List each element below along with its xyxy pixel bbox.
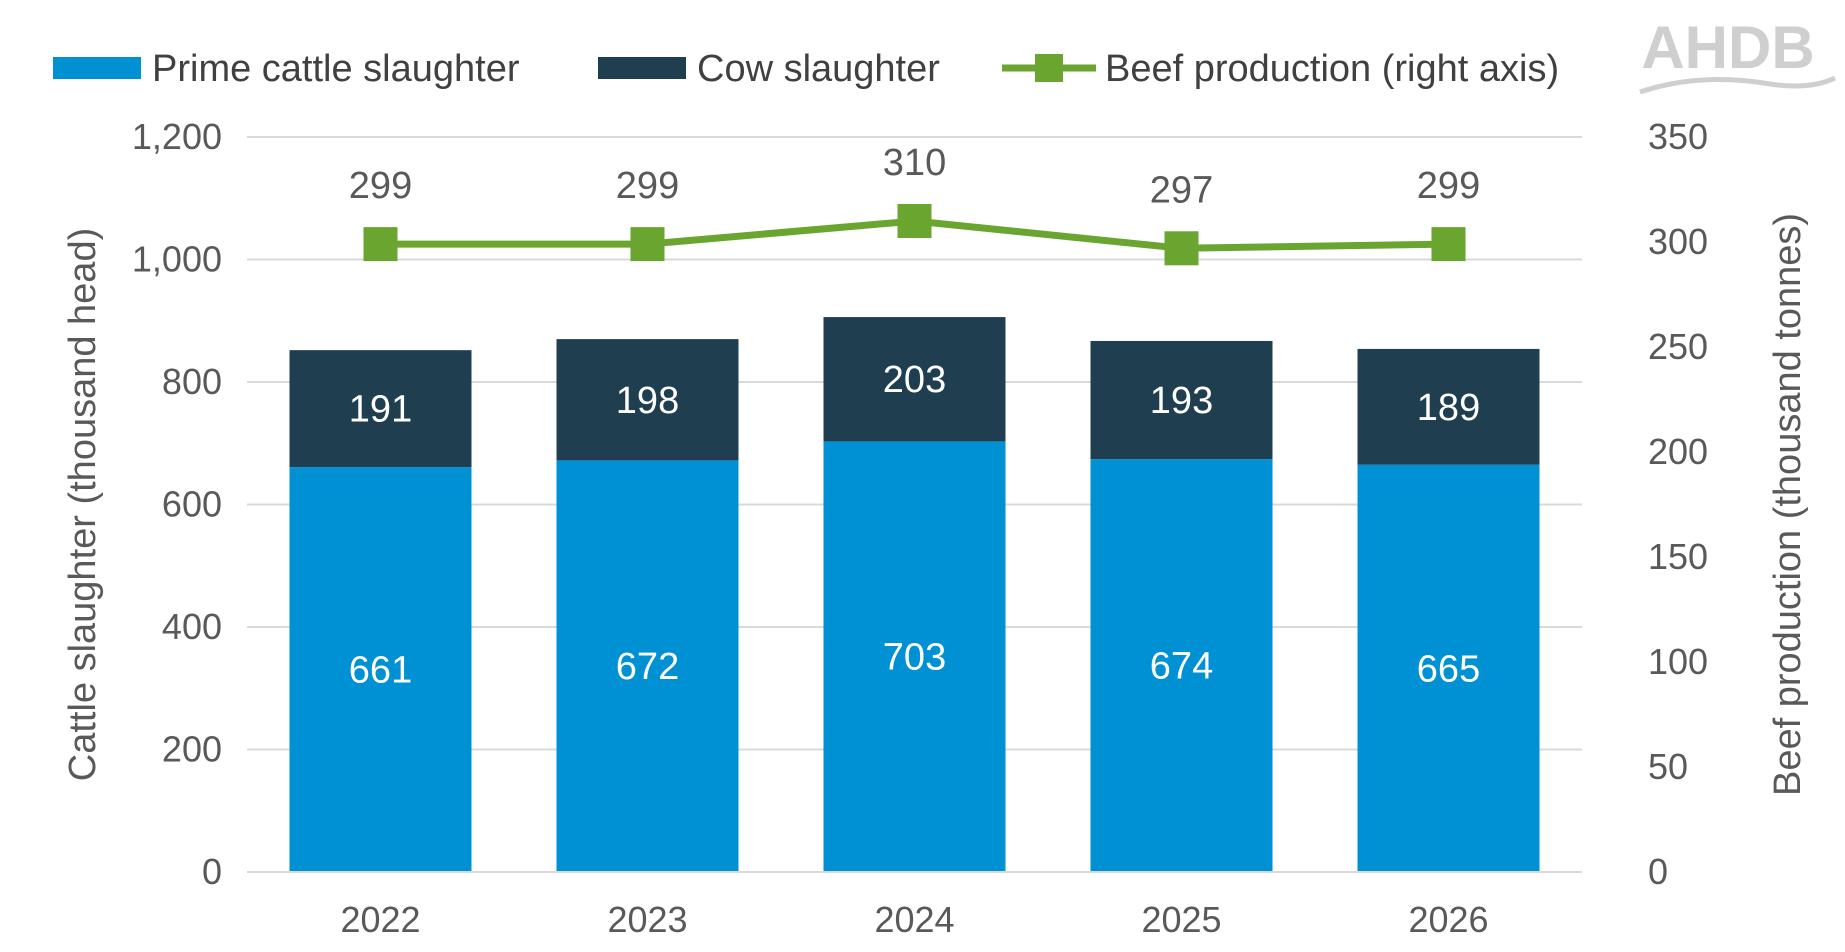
- cow-slaughter-bar: [1357, 348, 1540, 465]
- prime-cattle-slaughter-bar: [289, 467, 472, 872]
- legend-label: Cow slaughter: [697, 48, 940, 90]
- ahdb-logo: AHDB: [1639, 14, 1837, 95]
- logo-swoosh: [1639, 75, 1837, 95]
- y2-axis-tick-label: 150: [1648, 536, 1708, 577]
- y2-axis-tick-label: 0: [1648, 851, 1668, 892]
- y2-axis-tick-label: 350: [1648, 116, 1708, 157]
- y2-axis-title: Beef production (thousand tonnes): [1767, 213, 1809, 796]
- beef-production-data-label: 299: [1417, 165, 1480, 207]
- cow-slaughter-bar: [289, 350, 472, 468]
- beef-production-marker: [1431, 227, 1466, 262]
- cow-slaughter-data-label: 189: [1417, 387, 1480, 429]
- beef-production-marker: [630, 227, 665, 262]
- prime-cattle-slaughter-bar: [1090, 459, 1273, 872]
- beef-production-marker: [363, 227, 398, 262]
- y2-axis-tick-label: 200: [1648, 431, 1708, 472]
- beef-production-data-label: 299: [349, 165, 412, 207]
- axes: 0 200 400 600 800 1,000 1,200 0 50 100 150 200 250 30…: [62, 116, 1809, 940]
- x-axis-tick-label: 2025: [1141, 899, 1221, 940]
- y-axis-tick-label: 0: [202, 851, 222, 892]
- x-axis-tick-label: 2023: [607, 899, 687, 940]
- y-axis-tick-label: 1,200: [132, 116, 222, 157]
- y-axis-title: Cattle slaughter (thousand head): [62, 228, 104, 781]
- beef-production-data-label: 297: [1150, 169, 1213, 211]
- cow-slaughter-data-label: 193: [1150, 380, 1213, 422]
- beef-production-data-label: 310: [883, 142, 946, 184]
- beef-production-data-label: 299: [616, 165, 679, 207]
- legend-label: Beef production (right axis): [1105, 48, 1559, 90]
- cow-slaughter-data-label: 198: [616, 380, 679, 422]
- prime-cattle-slaughter-bar: [556, 460, 739, 872]
- legend-label: Prime cattle slaughter: [152, 48, 520, 90]
- prime-cattle-slaughter-data-label: 703: [883, 637, 946, 679]
- legend-swatch: [598, 57, 686, 79]
- cow-slaughter-data-label: 191: [349, 389, 412, 431]
- prime-cattle-slaughter-bar: [1357, 464, 1540, 872]
- y2-axis-tick-label: 50: [1648, 746, 1688, 787]
- legend-swatch: [53, 57, 141, 79]
- data-labels: 661 191 672 198 703 203 674 193 665 189 299 299 310 2…: [349, 142, 1480, 692]
- cow-slaughter-bar: [823, 317, 1006, 442]
- prime-cattle-slaughter-data-label: 661: [349, 650, 412, 692]
- y-axis-tick-label: 600: [162, 484, 222, 525]
- x-axis-tick-label: 2026: [1408, 899, 1488, 940]
- y2-axis-tick-label: 300: [1648, 221, 1708, 262]
- beef-production-marker: [897, 204, 932, 238]
- y2-axis-tick-label: 100: [1648, 641, 1708, 682]
- legend-swatch-marker: [1035, 54, 1063, 82]
- prime-cattle-slaughter-data-label: 665: [1417, 648, 1480, 690]
- logo-text: AHDB: [1641, 14, 1814, 81]
- x-axis-tick-label: 2022: [340, 899, 420, 940]
- beef-production-line: [363, 204, 1466, 266]
- y-axis-tick-label: 800: [162, 361, 222, 402]
- cow-slaughter-bar: [1090, 340, 1273, 460]
- cow-slaughter-data-label: 203: [883, 359, 946, 401]
- prime-cattle-slaughter-data-label: 674: [1150, 646, 1213, 688]
- cow-slaughter-bar: [556, 339, 739, 461]
- y-axis-tick-label: 200: [162, 729, 222, 770]
- y2-axis-tick-label: 250: [1648, 326, 1708, 367]
- legend: Prime cattle slaughter Cow slaughter Beef …: [53, 48, 1559, 90]
- bars: [289, 317, 1540, 872]
- y-axis-tick-label: 400: [162, 606, 222, 647]
- prime-cattle-slaughter-data-label: 672: [616, 646, 679, 688]
- x-axis-tick-label: 2024: [874, 899, 954, 940]
- y-axis-tick-label: 1,000: [132, 239, 222, 280]
- prime-cattle-slaughter-bar: [823, 441, 1006, 872]
- beef-production-marker: [1164, 231, 1199, 266]
